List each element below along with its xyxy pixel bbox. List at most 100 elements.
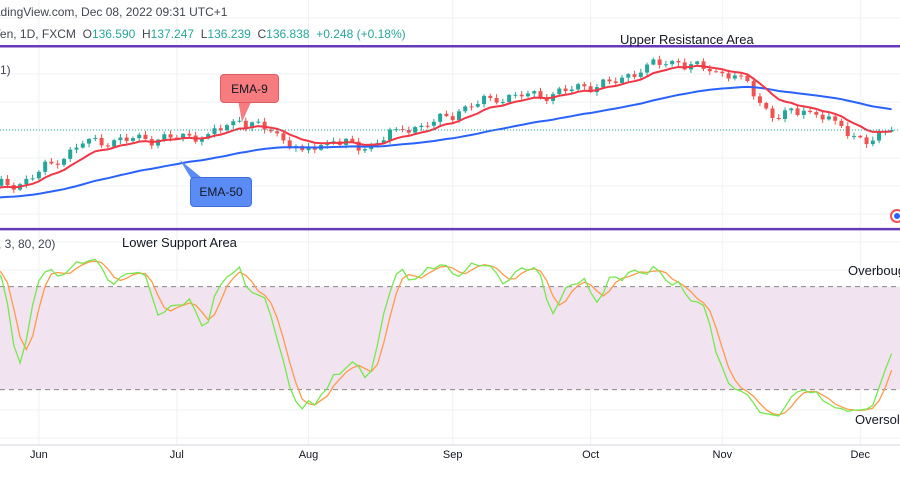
candle-body [181, 133, 186, 138]
candle-body [682, 62, 687, 70]
candle-body [281, 133, 286, 141]
candle-body [833, 116, 838, 121]
candle-body [820, 114, 825, 120]
candle-body [576, 84, 581, 90]
candle-body [218, 128, 223, 131]
candle-body [419, 125, 424, 128]
candle-body [444, 113, 449, 117]
event-flag-icon-center [894, 213, 900, 219]
candle-body [632, 74, 637, 77]
candle-body [638, 72, 643, 77]
candle-body [507, 94, 512, 103]
ema50-callout[interactable]: EMA-50 [190, 177, 252, 207]
candle-body [74, 147, 79, 150]
candle-body [607, 79, 612, 82]
candle-body [538, 91, 543, 98]
candle-body [620, 77, 624, 83]
candle-body [68, 149, 73, 159]
candle-body [839, 120, 844, 127]
candle-body [889, 130, 894, 132]
candle-body [783, 110, 788, 119]
candle-body [519, 94, 524, 97]
candle-body [525, 93, 530, 97]
candle-body [199, 138, 204, 142]
candle-body [494, 97, 499, 103]
ema9-callout[interactable]: EMA-9 [220, 74, 279, 103]
x-tick-label: Jul [169, 449, 184, 461]
candle-body [569, 89, 574, 92]
candle-body [864, 137, 869, 145]
candle-body [55, 163, 60, 165]
candle-body [770, 108, 775, 118]
candle-body [601, 79, 606, 88]
candle-body [224, 125, 229, 131]
x-tick-label: Oct [582, 449, 600, 461]
candle-body [563, 88, 568, 92]
lower-support-label: Lower Support Area [122, 235, 237, 250]
candle-body [105, 145, 110, 147]
candle-body [626, 74, 631, 78]
candle-body [757, 96, 762, 103]
candle-body [206, 134, 211, 139]
change-value: +0.248 (+0.18%) [316, 27, 406, 41]
indicator-legend[interactable]: 1) [0, 63, 11, 77]
high-label: H [142, 27, 151, 41]
candle-body [877, 131, 882, 141]
ohlc-legend: Yen, 1D, FXCM O136.590 H137.247 L136.239… [0, 27, 406, 41]
candle-body [187, 133, 192, 136]
candle-body [124, 137, 129, 141]
candle-body [24, 178, 29, 185]
candle-body [500, 102, 505, 104]
candle-body [143, 134, 148, 140]
candle-body [488, 95, 493, 98]
candle-body [776, 117, 781, 119]
candle-body [826, 116, 831, 120]
candle-body [482, 95, 487, 105]
candle-body [814, 112, 819, 115]
candle-body [707, 68, 712, 72]
candle-body [137, 134, 142, 139]
candle-body [112, 140, 117, 147]
close-label: C [257, 27, 267, 41]
candle-body [801, 110, 806, 115]
candle-body [36, 171, 41, 179]
candle-body [243, 120, 248, 129]
candle-body [670, 61, 675, 65]
ema50-label: EMA-50 [199, 185, 243, 199]
ema50-line [0, 85, 892, 199]
candle-body [306, 146, 311, 151]
candle-body [275, 131, 280, 134]
candle-body [726, 73, 731, 79]
candle-body [463, 106, 468, 112]
stoch-k-line [0, 258, 893, 417]
open-label: O [82, 27, 92, 41]
low-value: 136.239 [207, 27, 251, 41]
candle-body [714, 71, 719, 73]
x-tick-label: Sep [442, 449, 463, 461]
candle-body [613, 81, 618, 83]
candle-body [450, 116, 455, 120]
candle-body [795, 108, 800, 115]
candle-body [237, 120, 242, 122]
candle-body [764, 102, 769, 109]
candle-body [808, 110, 813, 113]
candle-body [701, 61, 706, 69]
overbought-label: Overbought [848, 263, 900, 278]
candle-body [425, 125, 430, 127]
x-tick-label: Nov [712, 449, 733, 461]
candle-body [49, 161, 54, 164]
candle-body [87, 138, 92, 144]
x-tick-label: Aug [298, 449, 319, 461]
ema50-callout-pointer [180, 160, 202, 180]
candle-body [162, 134, 167, 140]
candle-body [250, 122, 255, 129]
stoch-legend[interactable]: , 3, 80, 20) [0, 237, 56, 251]
ema9-line [0, 64, 892, 189]
candle-body [663, 64, 668, 66]
candle-body [588, 86, 593, 93]
candle-body [174, 137, 179, 139]
candle-body [557, 88, 562, 95]
candle-body [858, 135, 863, 138]
